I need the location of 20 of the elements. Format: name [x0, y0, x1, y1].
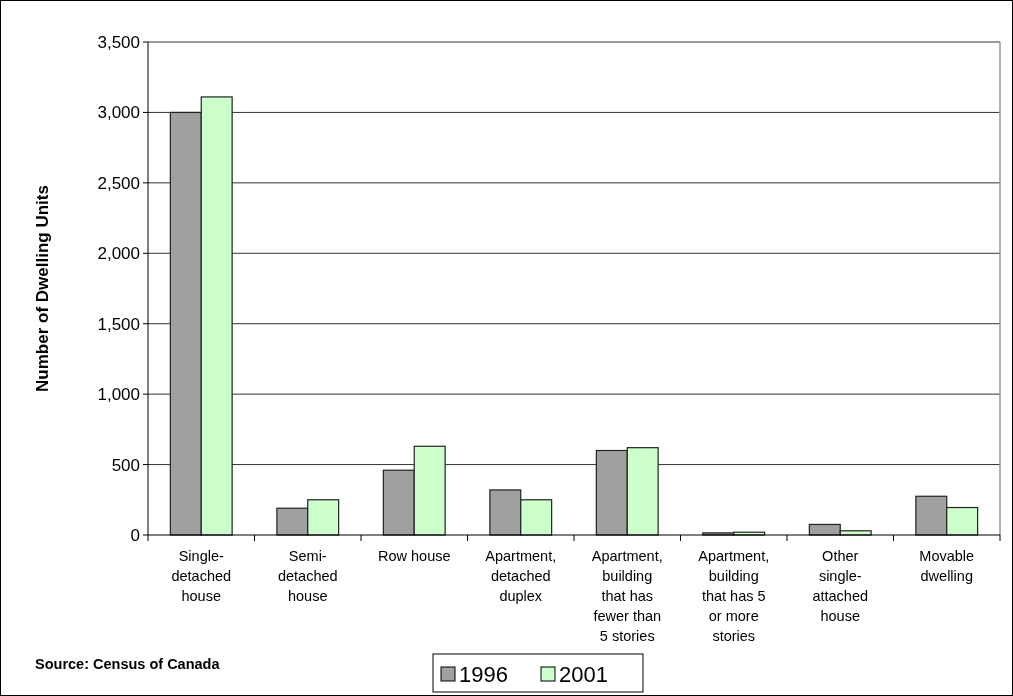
x-tick-label: Apartment, detached duplex — [485, 548, 557, 604]
x-tick-label: Semi-detached house — [277, 548, 338, 604]
x-tick-label: Row house — [377, 548, 451, 564]
y-tick-label: 1,000 — [97, 385, 140, 405]
source-note: Source: Census of Canada — [35, 656, 221, 672]
y-tick-label: 2,500 — [97, 173, 140, 193]
legend-label: 1996 — [459, 662, 508, 687]
y-axis-title: Number of Dwelling Units — [33, 185, 52, 392]
x-tick-label: Movable dwelling — [919, 548, 975, 584]
y-tick-label: 3,000 — [97, 103, 140, 123]
legend-label: 2001 — [559, 662, 608, 687]
y-tick-label: 500 — [111, 455, 140, 475]
y-tick-label: 2,000 — [97, 244, 140, 264]
y-tick-label: 1,500 — [97, 314, 140, 334]
x-tick-label: Apartment, building that has fewer than 5 stories — [591, 548, 663, 644]
x-tick-label: Other single-attached house — [812, 548, 869, 624]
y-tick-label: 3,500 — [97, 32, 140, 52]
x-tick-label: Apartment, building that has 5 or more stories — [698, 548, 770, 644]
x-tick-label: Single-detached house — [171, 548, 232, 604]
y-tick-label: 0 — [130, 525, 140, 545]
